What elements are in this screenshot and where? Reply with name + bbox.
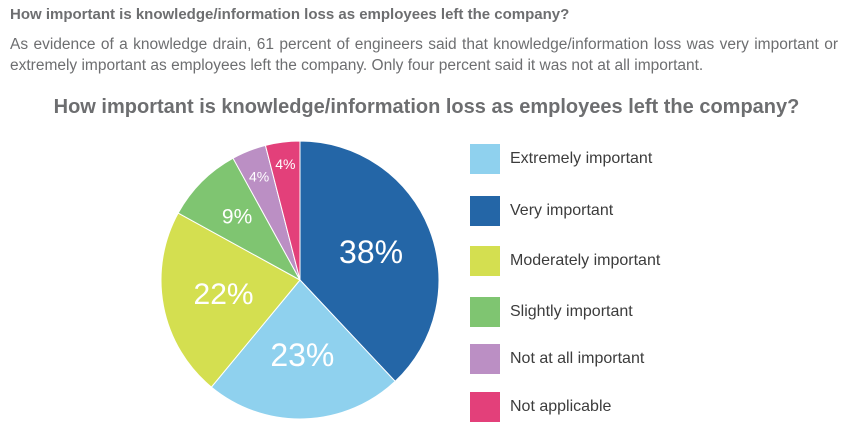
legend-swatch — [470, 196, 500, 226]
chart-title: How important is knowledge/information l… — [53, 96, 800, 118]
legend-swatch — [470, 246, 500, 276]
legend-item-moderately-important: Moderately important — [470, 246, 660, 276]
legend-label: Very important — [510, 202, 614, 219]
pie-label-extremely-important: 23% — [270, 337, 334, 373]
legend-label: Not at all important — [510, 350, 645, 367]
pie-label-not-at-all-important: 4% — [249, 169, 269, 185]
pie-slice-slightly-important — [177, 157, 302, 282]
legend-swatch — [470, 344, 500, 374]
pie-slice-extremely-important — [210, 279, 396, 420]
legend-item-slightly-important: Slightly important — [470, 297, 633, 327]
legend-label: Extremely important — [510, 150, 653, 167]
pie-chart: 38% 23% 22% 9% 4% 4% — [160, 140, 440, 420]
legend-item-not-at-all-important: Not at all important — [470, 344, 644, 374]
legend-item-not-applicable: Not applicable — [470, 392, 611, 422]
pie-slice-moderately-important — [160, 212, 301, 388]
pie-label-very-important: 38% — [339, 234, 403, 270]
legend-swatch — [470, 297, 500, 327]
pie-label-moderately-important: 22% — [194, 278, 254, 311]
legend-label: Moderately important — [510, 252, 661, 269]
legend-swatch — [470, 144, 500, 174]
pie-label-slightly-important: 9% — [222, 206, 252, 229]
legend-label: Not applicable — [510, 398, 612, 415]
legend-swatch — [470, 392, 500, 422]
page-heading: How important is knowledge/information l… — [10, 6, 570, 23]
legend-label: Slightly important — [510, 303, 633, 320]
legend-item-extremely-important: Extremely important — [470, 144, 652, 174]
pie-slice-very-important — [299, 140, 440, 383]
pie-slice-not-applicable — [264, 140, 301, 281]
legend-item-very-important: Very important — [470, 196, 613, 226]
pie-label-not-applicable: 4% — [275, 156, 295, 172]
page-description: As evidence of a knowledge drain, 61 per… — [10, 36, 838, 74]
